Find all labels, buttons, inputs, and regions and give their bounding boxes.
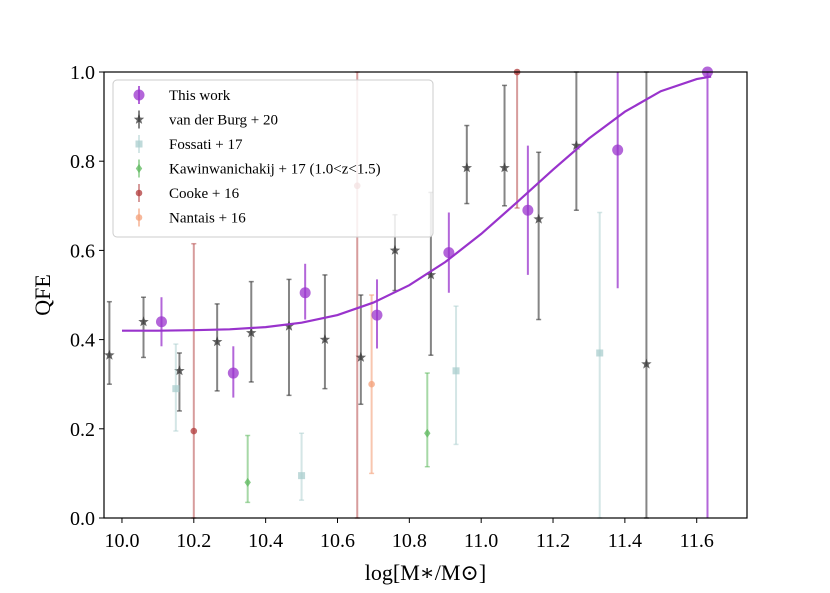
series-this-work bbox=[155, 66, 713, 518]
x-tick-label: 11.4 bbox=[608, 530, 642, 552]
legend-marker bbox=[133, 114, 145, 124]
legend-label: Cooke + 16 bbox=[169, 186, 240, 202]
data-point bbox=[571, 140, 582, 150]
data-point bbox=[461, 162, 472, 173]
legend-label: van der Burg + 20 bbox=[169, 113, 278, 129]
data-point bbox=[499, 162, 510, 173]
plot-frame bbox=[103, 71, 748, 519]
x-axis-label: log[M∗/M⊙] bbox=[365, 560, 486, 585]
series-fossati-17 bbox=[172, 211, 604, 519]
series-nantais-16 bbox=[368, 294, 375, 475]
y-tick-label: 0.0 bbox=[70, 508, 95, 530]
legend-marker bbox=[135, 189, 143, 197]
x-tick-label: 10.6 bbox=[320, 530, 355, 552]
data-point bbox=[424, 428, 431, 438]
data-point bbox=[104, 349, 115, 360]
y-tick-label: 0.6 bbox=[70, 240, 95, 262]
legend-marker bbox=[135, 140, 143, 148]
y-tick-label: 0.8 bbox=[70, 151, 95, 173]
legend-label: Nantais + 16 bbox=[169, 211, 246, 227]
data-point bbox=[299, 287, 311, 299]
data-point bbox=[155, 316, 167, 328]
data-point bbox=[244, 477, 251, 487]
data-point bbox=[452, 367, 460, 375]
legend-box bbox=[112, 79, 434, 238]
x-tick-label: 11.2 bbox=[536, 530, 570, 552]
y-tick-label: 0.2 bbox=[70, 419, 95, 441]
legend-label: Kawinwanichakij + 17 (1.0<z<1.5) bbox=[169, 162, 381, 178]
data-point bbox=[641, 358, 652, 369]
data-point bbox=[596, 349, 604, 357]
data-point bbox=[389, 244, 401, 255]
series-kawinwanichakij-17-1-0-z-1-5 bbox=[244, 372, 431, 504]
data-point bbox=[533, 213, 544, 224]
data-point bbox=[246, 327, 257, 338]
legend-marker bbox=[135, 214, 143, 221]
fit-curve bbox=[122, 75, 712, 332]
x-tick-label: 11.0 bbox=[464, 530, 498, 552]
data-point bbox=[174, 365, 185, 376]
data-point bbox=[319, 334, 331, 344]
legend-marker bbox=[133, 89, 145, 101]
data-point bbox=[190, 427, 198, 435]
data-point bbox=[138, 316, 149, 327]
legend-label: Fossati + 17 bbox=[169, 137, 243, 153]
data-point bbox=[612, 144, 624, 156]
data-point bbox=[211, 336, 223, 347]
data-point bbox=[355, 351, 367, 362]
data-point bbox=[298, 472, 306, 480]
data-point bbox=[371, 309, 383, 321]
legend-label: This work bbox=[169, 88, 231, 104]
axis-ticks: 10.0 10.2 10.4 10.6 10.8 11.0 11.2 11.4 11.6 0.0 0… bbox=[70, 62, 714, 552]
data-point bbox=[368, 380, 375, 388]
x-tick-label: 10.8 bbox=[392, 530, 427, 552]
data-point bbox=[443, 247, 455, 259]
series-van-der-burg-20 bbox=[104, 71, 652, 519]
x-tick-label: 11.6 bbox=[680, 530, 714, 552]
data-point bbox=[425, 269, 437, 280]
x-tick-label: 10.4 bbox=[248, 530, 283, 552]
legend: This work van der Burg + 20 Fossati + 17 Ka… bbox=[112, 79, 434, 238]
data-point bbox=[227, 367, 239, 379]
y-axis-label: QFE bbox=[30, 274, 55, 316]
data-point bbox=[172, 385, 180, 393]
y-tick-label: 0.4 bbox=[70, 330, 95, 352]
data-point bbox=[283, 320, 295, 331]
y-tick-label: 1.0 bbox=[70, 62, 95, 84]
chart-marks bbox=[104, 66, 713, 519]
x-tick-label: 10.2 bbox=[176, 530, 211, 552]
x-tick-label: 10.0 bbox=[104, 530, 139, 552]
data-point bbox=[522, 204, 534, 216]
legend-marker bbox=[135, 164, 143, 173]
